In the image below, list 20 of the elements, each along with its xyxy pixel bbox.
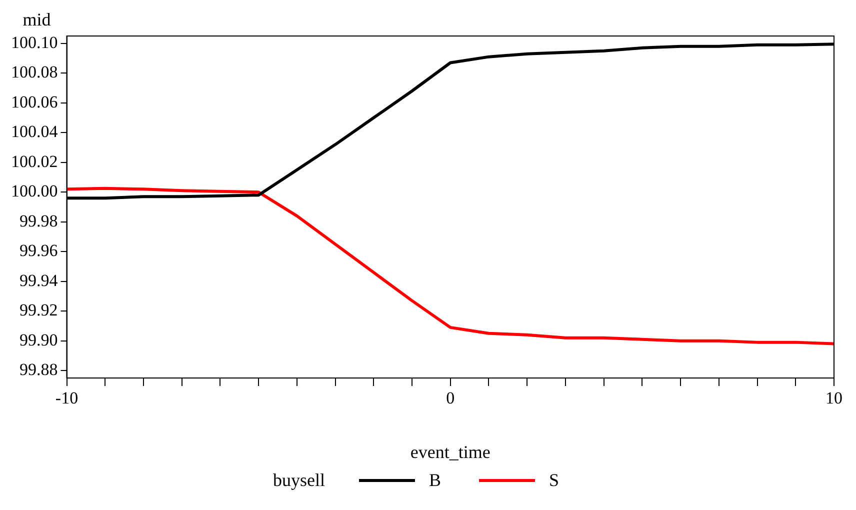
y-tick-label: 100.04 — [11, 122, 58, 142]
x-tick-label: 10 — [826, 388, 842, 408]
y-tick-label: 99.92 — [20, 300, 58, 320]
y-tick-label: 100.08 — [11, 62, 58, 82]
y-tick-label: 99.96 — [20, 241, 58, 260]
legend-title: buysell — [272, 470, 325, 491]
y-tick-label: 100.02 — [11, 152, 58, 171]
y-tick-label: 99.90 — [20, 330, 58, 350]
y-axis-title: mid — [22, 10, 51, 30]
y-tick-label: 99.88 — [20, 360, 58, 380]
y-tick-label: 100.10 — [11, 32, 58, 52]
y-tick-label: 99.94 — [20, 270, 58, 290]
y-tick-label: 99.98 — [20, 211, 58, 230]
legend-label: B — [428, 470, 441, 491]
y-tick-label: 100.06 — [11, 92, 58, 112]
y-tick-label: 100.00 — [11, 182, 58, 201]
legend-label: S — [549, 470, 560, 491]
x-axis-title: event_time — [410, 442, 490, 462]
x-tick-label: -10 — [55, 388, 78, 408]
x-tick-label: 0 — [446, 388, 455, 408]
